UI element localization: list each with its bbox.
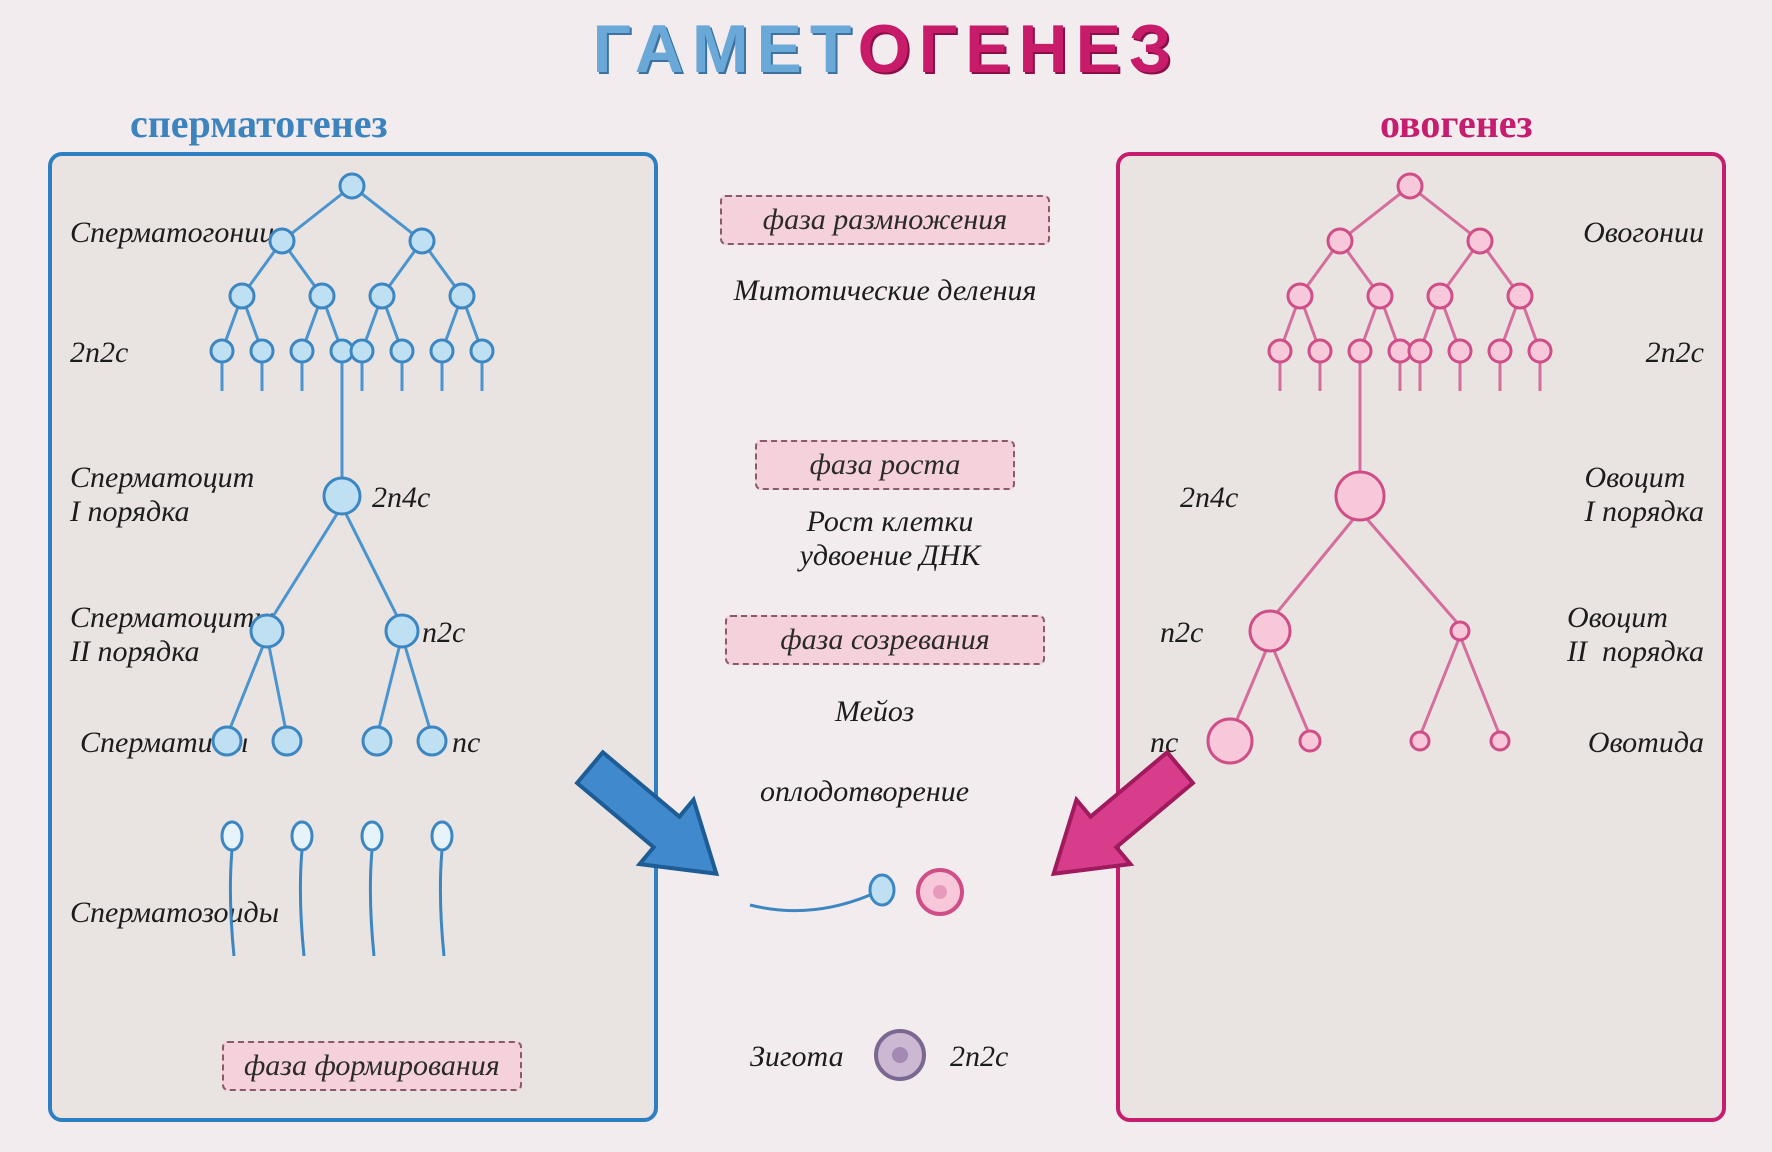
oogenesis-panel: Овогонии 2n2c Овоцит I порядка 2n4c Овоц… — [1116, 152, 1726, 1122]
title-part-1: ГАМЕТ — [592, 11, 857, 87]
main-title: ГАМЕТОГЕНЕЗ — [0, 10, 1772, 88]
zygote-ploidy: 2n2c — [950, 1040, 1008, 1074]
zygote-icon — [870, 1025, 940, 1095]
spermatogenesis-panel: Сперматогонии 2n2c Сперматоцит I порядка… — [48, 152, 658, 1122]
growth-text: Рост клетки удвоение ДНК — [740, 505, 1040, 573]
oogenesis-tree — [1120, 156, 1730, 1026]
phase-growth-badge: фаза роста — [755, 440, 1015, 490]
fertilization-text: оплодотворение — [760, 775, 969, 809]
phase-multiplication-badge: фаза размножения — [720, 195, 1050, 245]
meiosis-text: Мейоз — [835, 695, 914, 729]
phase-maturation-badge: фаза созревания — [725, 615, 1045, 665]
left-heading: сперматогенез — [130, 100, 388, 147]
right-heading: овогенез — [1380, 100, 1533, 147]
zygote-label: Зигота — [750, 1040, 844, 1074]
fertilization-cells-icon — [740, 850, 1040, 940]
formation-phase-badge: фаза формирования — [222, 1041, 522, 1091]
title-part-2: ОГЕНЕЗ — [858, 11, 1180, 87]
mitotic-division-text: Митотические деления — [700, 274, 1070, 308]
